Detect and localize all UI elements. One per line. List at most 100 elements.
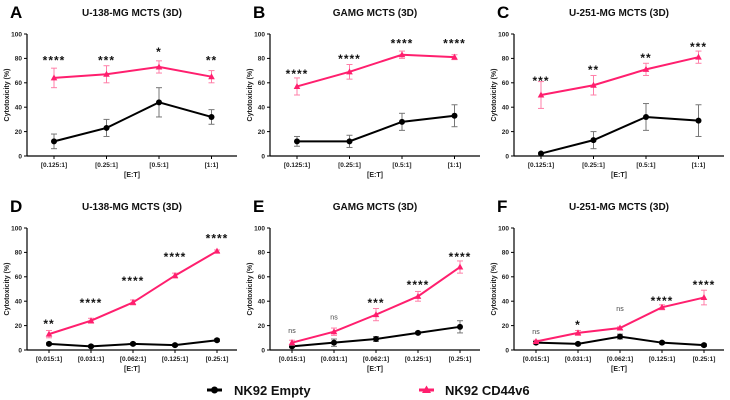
- panel-letter: D: [10, 197, 22, 216]
- data-point: [700, 294, 708, 301]
- significance-label: ****: [693, 278, 716, 292]
- significance-label: ns: [330, 315, 338, 322]
- x-tick-label: [0.031:1]: [321, 356, 347, 363]
- y-tick-label: 0: [261, 153, 265, 160]
- legend: NK92 Empty NK92 CD44v6: [207, 383, 530, 398]
- x-tick-label: [0.031:1]: [78, 356, 104, 363]
- data-point: [695, 53, 702, 60]
- x-tick-label: [0.015:1]: [36, 356, 62, 363]
- significance-label: *: [575, 318, 581, 332]
- data-point: [399, 118, 405, 125]
- panel-title: U-251-MG MCTS (3D): [569, 8, 669, 19]
- data-point: [155, 63, 163, 70]
- legend-label-cd44v6: NK92 CD44v6: [445, 383, 530, 398]
- significance-label: ****: [651, 294, 674, 308]
- x-tick-label: [0.5:1]: [149, 162, 168, 169]
- data-point: [642, 65, 650, 72]
- significance-label: ns: [532, 329, 540, 336]
- y-tick-label: 40: [15, 299, 23, 306]
- series-line: [48, 250, 218, 336]
- significance-label: ****: [391, 36, 414, 50]
- x-tick-label: [0.125:1]: [649, 356, 675, 363]
- panel-letter: B: [253, 3, 265, 22]
- series-line: [540, 115, 699, 155]
- data-point: [294, 138, 300, 145]
- y-tick-label: 20: [258, 323, 266, 330]
- significance-label: ***: [367, 296, 384, 310]
- significance-label: ***: [690, 40, 707, 54]
- y-tick-label: 80: [15, 56, 23, 63]
- data-point: [88, 343, 94, 350]
- y-tick-label: 0: [505, 153, 509, 160]
- panel-title: U-251-MG MCTS (3D): [569, 202, 669, 213]
- series-line: [540, 56, 699, 96]
- x-tick-label: [0.25:1]: [449, 356, 472, 363]
- significance-label: **: [43, 317, 54, 331]
- panel-letter: E: [253, 197, 264, 216]
- data-point: [451, 53, 458, 60]
- data-point: [330, 328, 338, 335]
- series-line: [297, 114, 455, 143]
- series-nk92-empty: [289, 320, 463, 350]
- x-axis-label: [E:T]: [124, 172, 140, 179]
- panel-e: E GAMG MCTS (3D) 0 20 40 60 80 100 Cytotoxicity …: [247, 197, 480, 373]
- series-nk92-cd44v6: [537, 50, 702, 109]
- y-axis-label: Cytotoxicity (%): [4, 69, 11, 122]
- data-point: [574, 329, 582, 336]
- y-tick-label: 100: [254, 225, 265, 232]
- data-point: [538, 150, 544, 157]
- y-tick-label: 100: [498, 31, 509, 38]
- y-tick-label: 20: [258, 129, 266, 136]
- panel-letter: A: [10, 3, 22, 22]
- panel-title: GAMG MCTS (3D): [333, 8, 417, 19]
- significance-label: ****: [407, 278, 430, 292]
- x-tick-label: [0.125:1]: [528, 162, 554, 169]
- y-tick-label: 40: [258, 105, 266, 112]
- y-tick-label: 20: [502, 129, 510, 136]
- data-point: [50, 74, 58, 81]
- data-point: [451, 112, 458, 119]
- significance-label: *: [156, 45, 162, 59]
- data-point: [129, 298, 137, 305]
- x-tick-label: [0.125:1]: [284, 162, 310, 169]
- y-tick-label: 60: [15, 274, 23, 281]
- x-tick-label: [0.015:1]: [279, 356, 305, 363]
- y-tick-label: 0: [261, 347, 265, 354]
- y-tick-label: 80: [258, 250, 266, 257]
- data-point: [172, 342, 178, 349]
- data-point: [616, 324, 624, 331]
- y-tick-label: 20: [502, 323, 510, 330]
- y-tick-label: 80: [258, 56, 266, 63]
- x-tick-label: [0.25:1]: [206, 356, 229, 363]
- significance-label: **: [206, 53, 217, 67]
- y-axis-label: Cytotoxicity (%): [4, 263, 11, 316]
- y-tick-label: 0: [18, 153, 22, 160]
- y-tick-label: 100: [11, 31, 22, 38]
- panel-a: A U-138-MG MCTS (3D) 0 20 40 60 80 100 Cytotoxic…: [4, 3, 237, 179]
- data-point: [643, 113, 649, 120]
- significance-label: ****: [122, 274, 145, 288]
- x-tick-label: [0.125:1]: [405, 356, 431, 363]
- legend-label-empty: NK92 Empty: [234, 383, 311, 398]
- legend-item-cd44v6: NK92 CD44v6: [419, 383, 530, 398]
- x-tick-label: [0.015:1]: [523, 356, 549, 363]
- significance-label: ****: [286, 67, 309, 81]
- significance-label: ****: [43, 53, 66, 67]
- panel-title: GAMG MCTS (3D): [333, 202, 417, 213]
- y-tick-label: 60: [15, 80, 23, 87]
- data-point: [331, 339, 337, 346]
- x-tick-label: [1:1]: [205, 162, 219, 169]
- y-tick-label: 60: [258, 274, 266, 281]
- y-tick-label: 60: [502, 274, 510, 281]
- data-point: [46, 340, 52, 347]
- x-tick-label: [0.25:1]: [95, 162, 118, 169]
- legend-marker-circle: [211, 386, 218, 394]
- significance-label: ***: [98, 53, 115, 67]
- panel-b: B GAMG MCTS (3D) 0 20 40 60 80 100 Cytotoxicity …: [247, 3, 480, 179]
- data-point: [208, 73, 215, 80]
- y-tick-label: 80: [502, 250, 510, 257]
- y-tick-label: 40: [15, 105, 23, 112]
- y-tick-label: 60: [502, 80, 510, 87]
- data-point: [373, 336, 379, 343]
